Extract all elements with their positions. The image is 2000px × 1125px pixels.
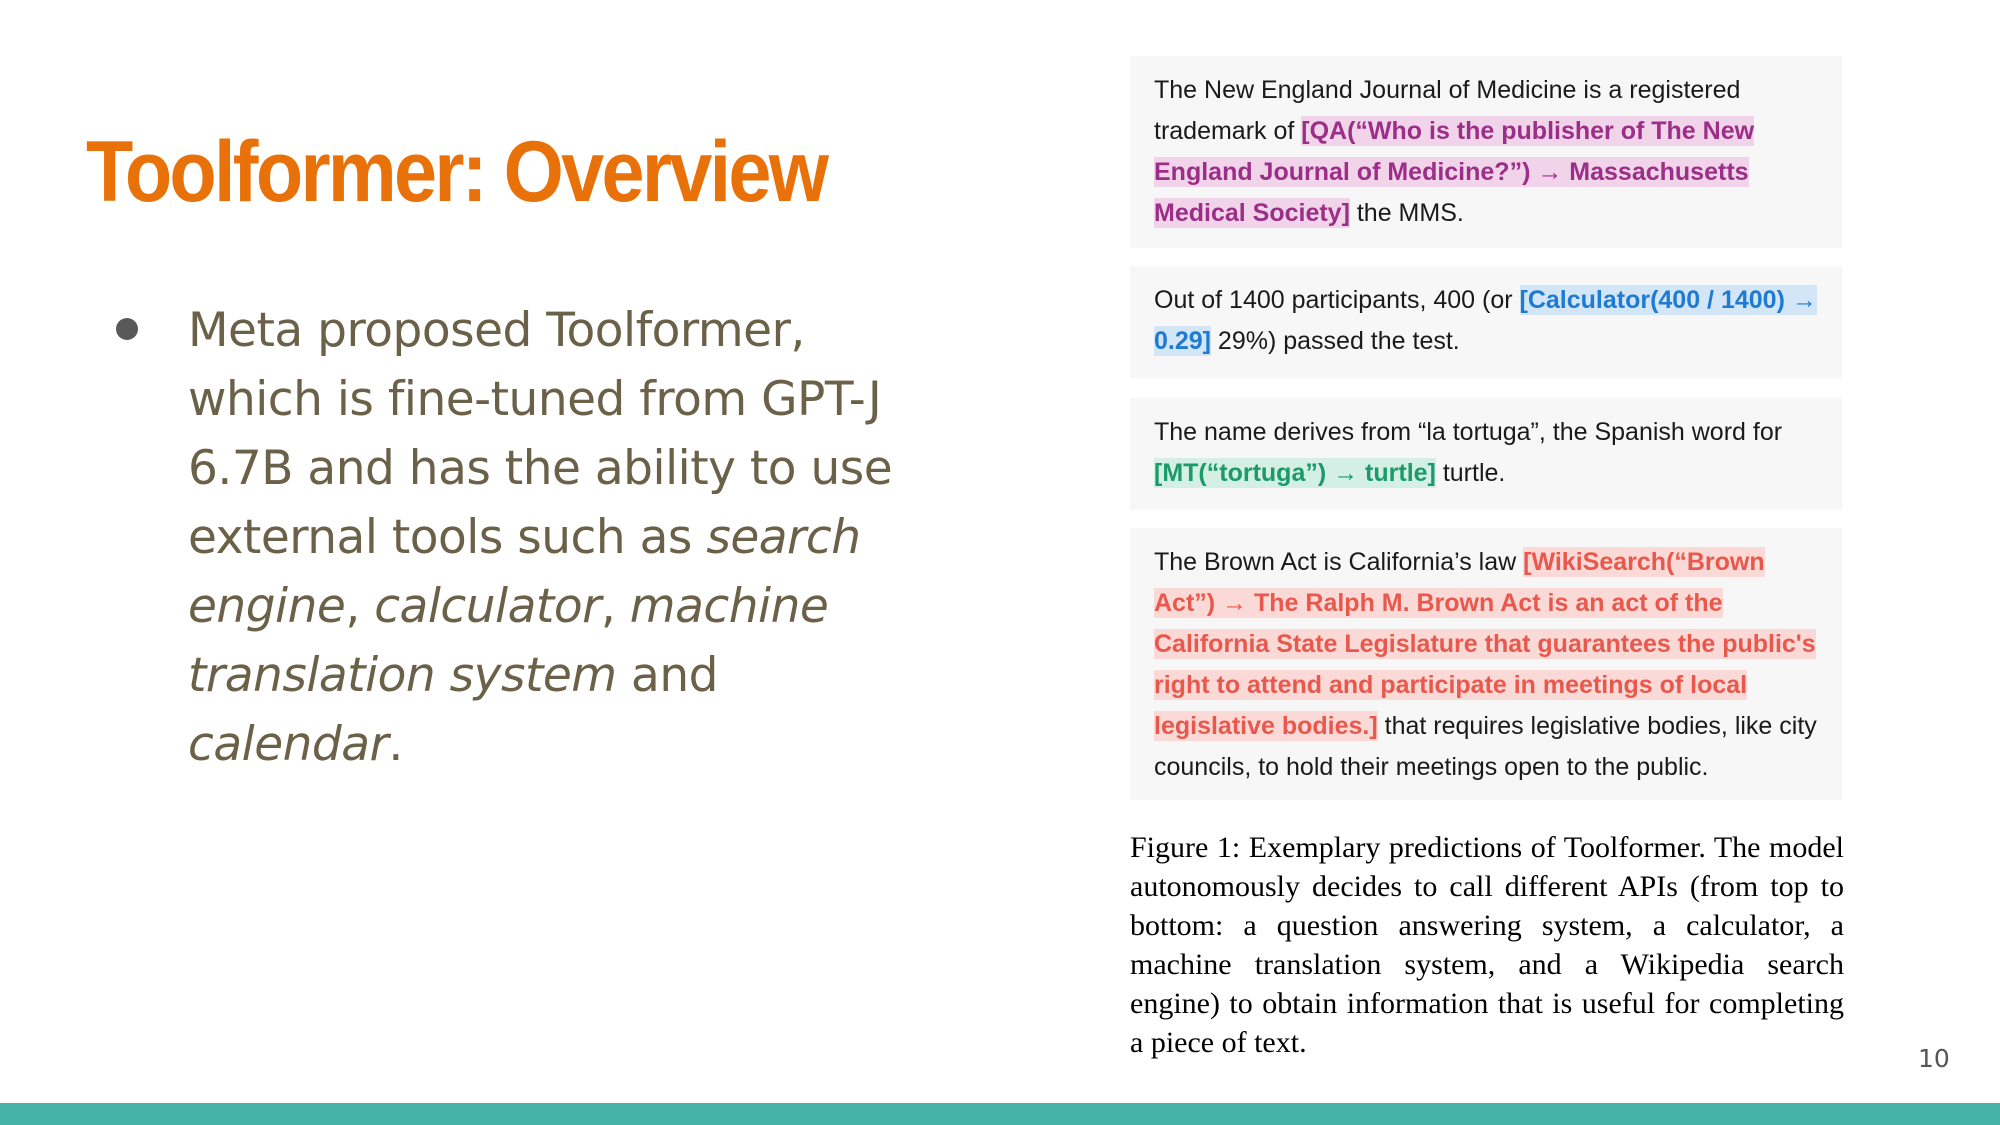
example-text: The New England Journal of Medicine is a… [1154, 76, 1741, 145]
bullet-text-intro: Meta proposed Toolformer, which is fine-… [188, 303, 893, 565]
bullet-separator: and [616, 648, 718, 703]
example-wikisearch: The Brown Act is California’s law [WikiS… [1130, 528, 1842, 800]
example-text: that requires legislative bodies, like c… [1154, 712, 1817, 781]
tool-calendar: calendar [188, 717, 389, 772]
example-text: turtle. [1435, 459, 1506, 487]
tool-search-engine: search engine [188, 510, 861, 634]
example-text: Out of 1400 participants, 400 (or [1154, 286, 1520, 314]
figure-caption: Figure 1: Exemplary predictions of Toolf… [1130, 831, 1844, 1059]
bullet-separator: , [345, 579, 375, 634]
api-call-mt: [MT(“tortuga”) → turtle] [1154, 458, 1436, 488]
example-text: the MMS. [1349, 199, 1464, 227]
example-text: The name derives from “la tortuga”, the … [1154, 418, 1783, 446]
example-calculator: Out of 1400 participants, 400 (or [Calcu… [1130, 266, 1842, 378]
bullet-end: . [388, 717, 403, 772]
tool-calculator: calculator [374, 579, 601, 634]
slide-title: Toolformer: Overview [86, 124, 829, 220]
example-qa: The New England Journal of Medicine is a… [1130, 56, 1842, 248]
page-number: 10 [1918, 1044, 1950, 1073]
bullet-dot [116, 318, 138, 340]
example-text: The Brown Act is California’s law [1154, 548, 1524, 576]
example-mt: The name derives from “la tortuga”, the … [1130, 398, 1842, 510]
bullet-text: Meta proposed Toolformer, which is fine-… [188, 296, 928, 779]
example-text: 29%) passed the test. [1210, 327, 1460, 355]
bullet-separator: , [600, 579, 630, 634]
tool-machine-translation: machine translation system [188, 579, 829, 703]
bottom-accent-bar [0, 1103, 2000, 1125]
